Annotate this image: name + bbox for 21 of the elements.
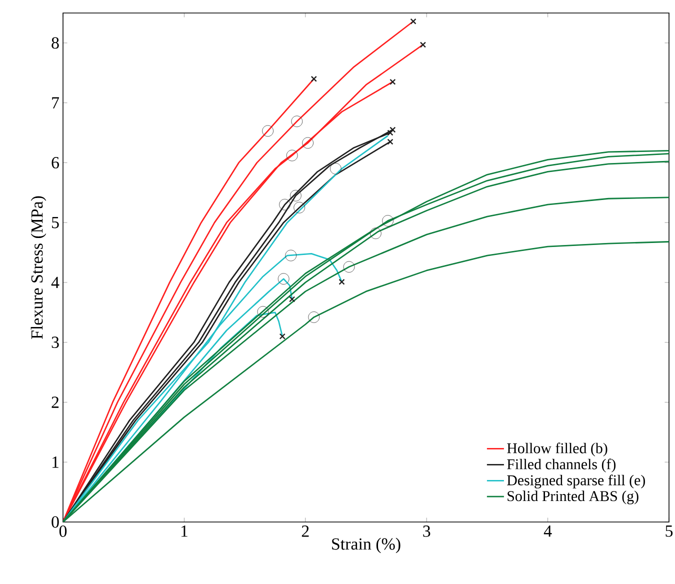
y-tick-label: 4 (51, 276, 60, 288)
x-tick-label: 3 (423, 526, 430, 537)
y-tick-label: 8 (52, 37, 59, 49)
x-axis-title: Strain (%) (332, 538, 400, 554)
y-tick-label: 3 (52, 336, 59, 348)
x-tick-label: 0 (59, 526, 67, 537)
y-tick-label: 6 (52, 157, 59, 168)
legend-label: Filled channels (f) (507, 458, 616, 472)
x-tick-label: 5 (666, 526, 673, 537)
x-tick-label: 1 (181, 526, 188, 537)
x-tick-label: 2 (302, 526, 309, 537)
y-tick-label: 0 (52, 516, 59, 528)
legend-label: Hollow filled (b) (507, 442, 608, 456)
legend-label: Solid Printed ABS (g) (508, 490, 638, 504)
y-tick-label: 7 (52, 97, 60, 108)
y-tick-label: 1 (52, 456, 58, 468)
x-tick-label: 4 (544, 526, 552, 537)
y-tick-label: 2 (52, 396, 59, 408)
legend-label: Designed sparse fill (e) (507, 474, 645, 488)
y-axis-title: Flexure Stress (MPa) (30, 196, 46, 339)
y-tick-label: 5 (52, 216, 59, 228)
